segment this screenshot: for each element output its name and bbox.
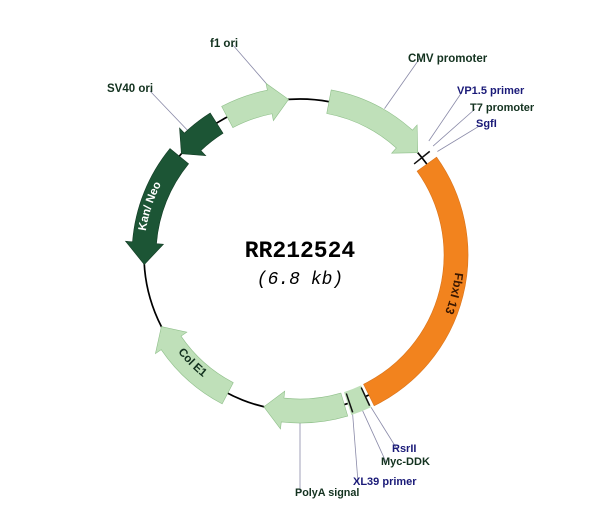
svg-text:SV40 ori: SV40 ori (107, 83, 153, 95)
svg-text:Myc-DDK: Myc-DDK (381, 456, 430, 468)
svg-text:T7 promoter: T7 promoter (470, 102, 535, 114)
svg-text:RR212524: RR212524 (245, 238, 356, 264)
svg-text:PolyA signal: PolyA signal (295, 487, 359, 499)
svg-text:SgfI: SgfI (476, 118, 497, 130)
svg-text:RsrII: RsrII (392, 443, 416, 455)
svg-text:XL39 primer: XL39 primer (353, 476, 417, 488)
svg-text:f1 ori: f1 ori (210, 38, 238, 50)
svg-text:CMV promoter: CMV promoter (408, 53, 488, 65)
svg-text:VP1.5 primer: VP1.5 primer (457, 85, 525, 97)
svg-text:(6.8 kb): (6.8 kb) (257, 270, 343, 290)
